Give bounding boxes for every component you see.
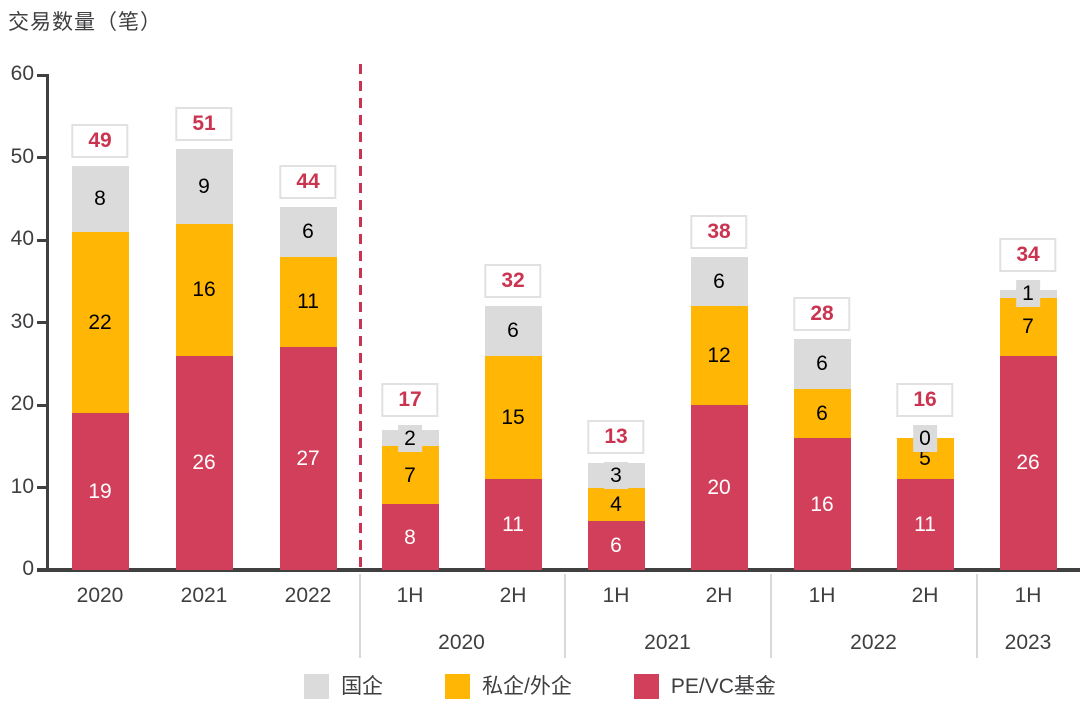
- group-label-2021: 2021: [644, 631, 691, 654]
- segment-value-label-国企: 6: [810, 350, 834, 378]
- y-axis-line: [46, 74, 49, 570]
- segment-value-label-国企: 6: [501, 317, 525, 345]
- x-axis-label-2021-1H: 1H: [602, 584, 630, 607]
- total-value-box: 32: [484, 264, 542, 298]
- segment-value-label-PE/VC基金: 26: [1010, 449, 1046, 477]
- segment-value-label-PE/VC基金: 16: [804, 490, 840, 518]
- group-separator: [359, 574, 361, 658]
- x-axis-label-2021-2H: 2H: [705, 584, 733, 607]
- legend-label: 私企/外企: [482, 675, 572, 698]
- segment-value-label-私企/外企: 22: [82, 309, 118, 336]
- y-axis-tick: [37, 238, 46, 242]
- y-axis-tick-label: 20: [10, 392, 34, 415]
- x-axis-label-2020-2H: 2H: [499, 584, 527, 607]
- total-value-box: 49: [71, 123, 129, 158]
- legend: 国企 私企/外企 PE/VC基金: [0, 674, 1080, 699]
- segment-value-label-PE/VC基金: 11: [908, 511, 942, 539]
- x-axis-label-2022-1H: 1H: [808, 584, 836, 607]
- y-axis-tick: [37, 156, 46, 159]
- segment-value-label-私企/外企: 11: [291, 288, 325, 316]
- y-axis-tick: [37, 73, 46, 77]
- segment-value-label-国企: 9: [192, 172, 216, 200]
- total-value-box: 38: [690, 214, 748, 249]
- segment-value-label-私企/外企: 15: [495, 403, 531, 431]
- y-axis-tick: [37, 321, 46, 324]
- segment-value-label-国企: 0: [913, 424, 937, 452]
- segment-value-label-PE/VC基金: 8: [398, 523, 422, 551]
- total-value-box: 51: [175, 107, 233, 142]
- group-separator: [769, 574, 772, 658]
- segment-value-label-PE/VC基金: 20: [701, 474, 737, 501]
- x-axis-label-2020: 2020: [76, 584, 124, 607]
- total-value-box: 16: [896, 382, 954, 417]
- y-axis-tick-label: 10: [10, 474, 34, 498]
- y-axis-tick-label: 40: [10, 227, 34, 250]
- x-axis-line: [37, 568, 1080, 572]
- x-axis-label-2022-2H: 2H: [911, 584, 939, 607]
- total-value-box: 28: [793, 297, 851, 331]
- segment-value-label-国企: 6: [296, 218, 320, 246]
- x-axis-label-2023-1H: 1H: [1014, 584, 1042, 607]
- segment-value-label-PE/VC基金: 19: [82, 478, 118, 506]
- group-label-2022: 2022: [850, 631, 897, 654]
- legend-item-私企/外企: 私企/外企: [445, 674, 572, 699]
- group-separator: [563, 574, 566, 658]
- legend-label: PE/VC基金: [670, 675, 776, 698]
- group-label-2023: 2023: [1004, 631, 1052, 654]
- x-axis-label-2020-1H: 1H: [396, 584, 424, 607]
- segment-value-label-私企/外企: 5: [913, 445, 937, 473]
- legend-item-国企: 国企: [304, 674, 383, 699]
- legend-label: 国企: [341, 675, 384, 698]
- total-value-box: 17: [381, 382, 439, 417]
- segment-value-label-私企/外企: 12: [701, 342, 737, 369]
- section-divider-dashed-line: [358, 64, 362, 568]
- segment-value-label-国企: 1: [1016, 280, 1040, 308]
- y-axis-tick: [37, 486, 46, 489]
- segment-value-label-私企/外企: 6: [810, 399, 834, 427]
- segment-value-label-私企/外企: 7: [398, 461, 422, 489]
- group-separator: [975, 574, 978, 658]
- segment-value-label-私企/外企: 4: [604, 490, 628, 518]
- segment-value-label-PE/VC基金: 11: [496, 511, 530, 539]
- legend-swatch-icon: [445, 674, 471, 699]
- y-axis-tick-label: 30: [10, 309, 34, 333]
- y-axis-tick-label: 50: [10, 144, 34, 168]
- segment-value-label-私企/外企: 7: [1016, 313, 1040, 341]
- legend-swatch-icon: [633, 674, 659, 699]
- legend-item-PE/VC基金: PE/VC基金: [633, 674, 776, 699]
- total-value-box: 34: [999, 238, 1057, 273]
- segment-value-label-国企: 8: [88, 185, 112, 213]
- chart-title: 交易数量（笔）: [8, 11, 162, 34]
- segment-value-label-私企/外企: 16: [186, 276, 222, 303]
- total-value-box: 13: [587, 419, 645, 454]
- total-value-box: 44: [279, 165, 337, 199]
- y-axis-tick-label: 60: [10, 62, 34, 85]
- segment-value-label-PE/VC基金: 26: [186, 449, 222, 477]
- y-axis-tick: [37, 403, 46, 407]
- segment-value-label-国企: 2: [398, 424, 422, 452]
- group-label-2020: 2020: [438, 631, 485, 654]
- y-axis-tick-label: 0: [22, 557, 34, 580]
- segment-value-label-国企: 6: [707, 267, 731, 295]
- legend-swatch-icon: [304, 674, 330, 699]
- segment-value-label-PE/VC基金: 6: [604, 531, 628, 559]
- segment-value-label-国企: 3: [604, 461, 628, 489]
- x-axis-label-2021: 2021: [180, 584, 228, 607]
- x-axis-label-2022: 2022: [284, 584, 332, 607]
- segment-value-label-PE/VC基金: 27: [290, 445, 326, 473]
